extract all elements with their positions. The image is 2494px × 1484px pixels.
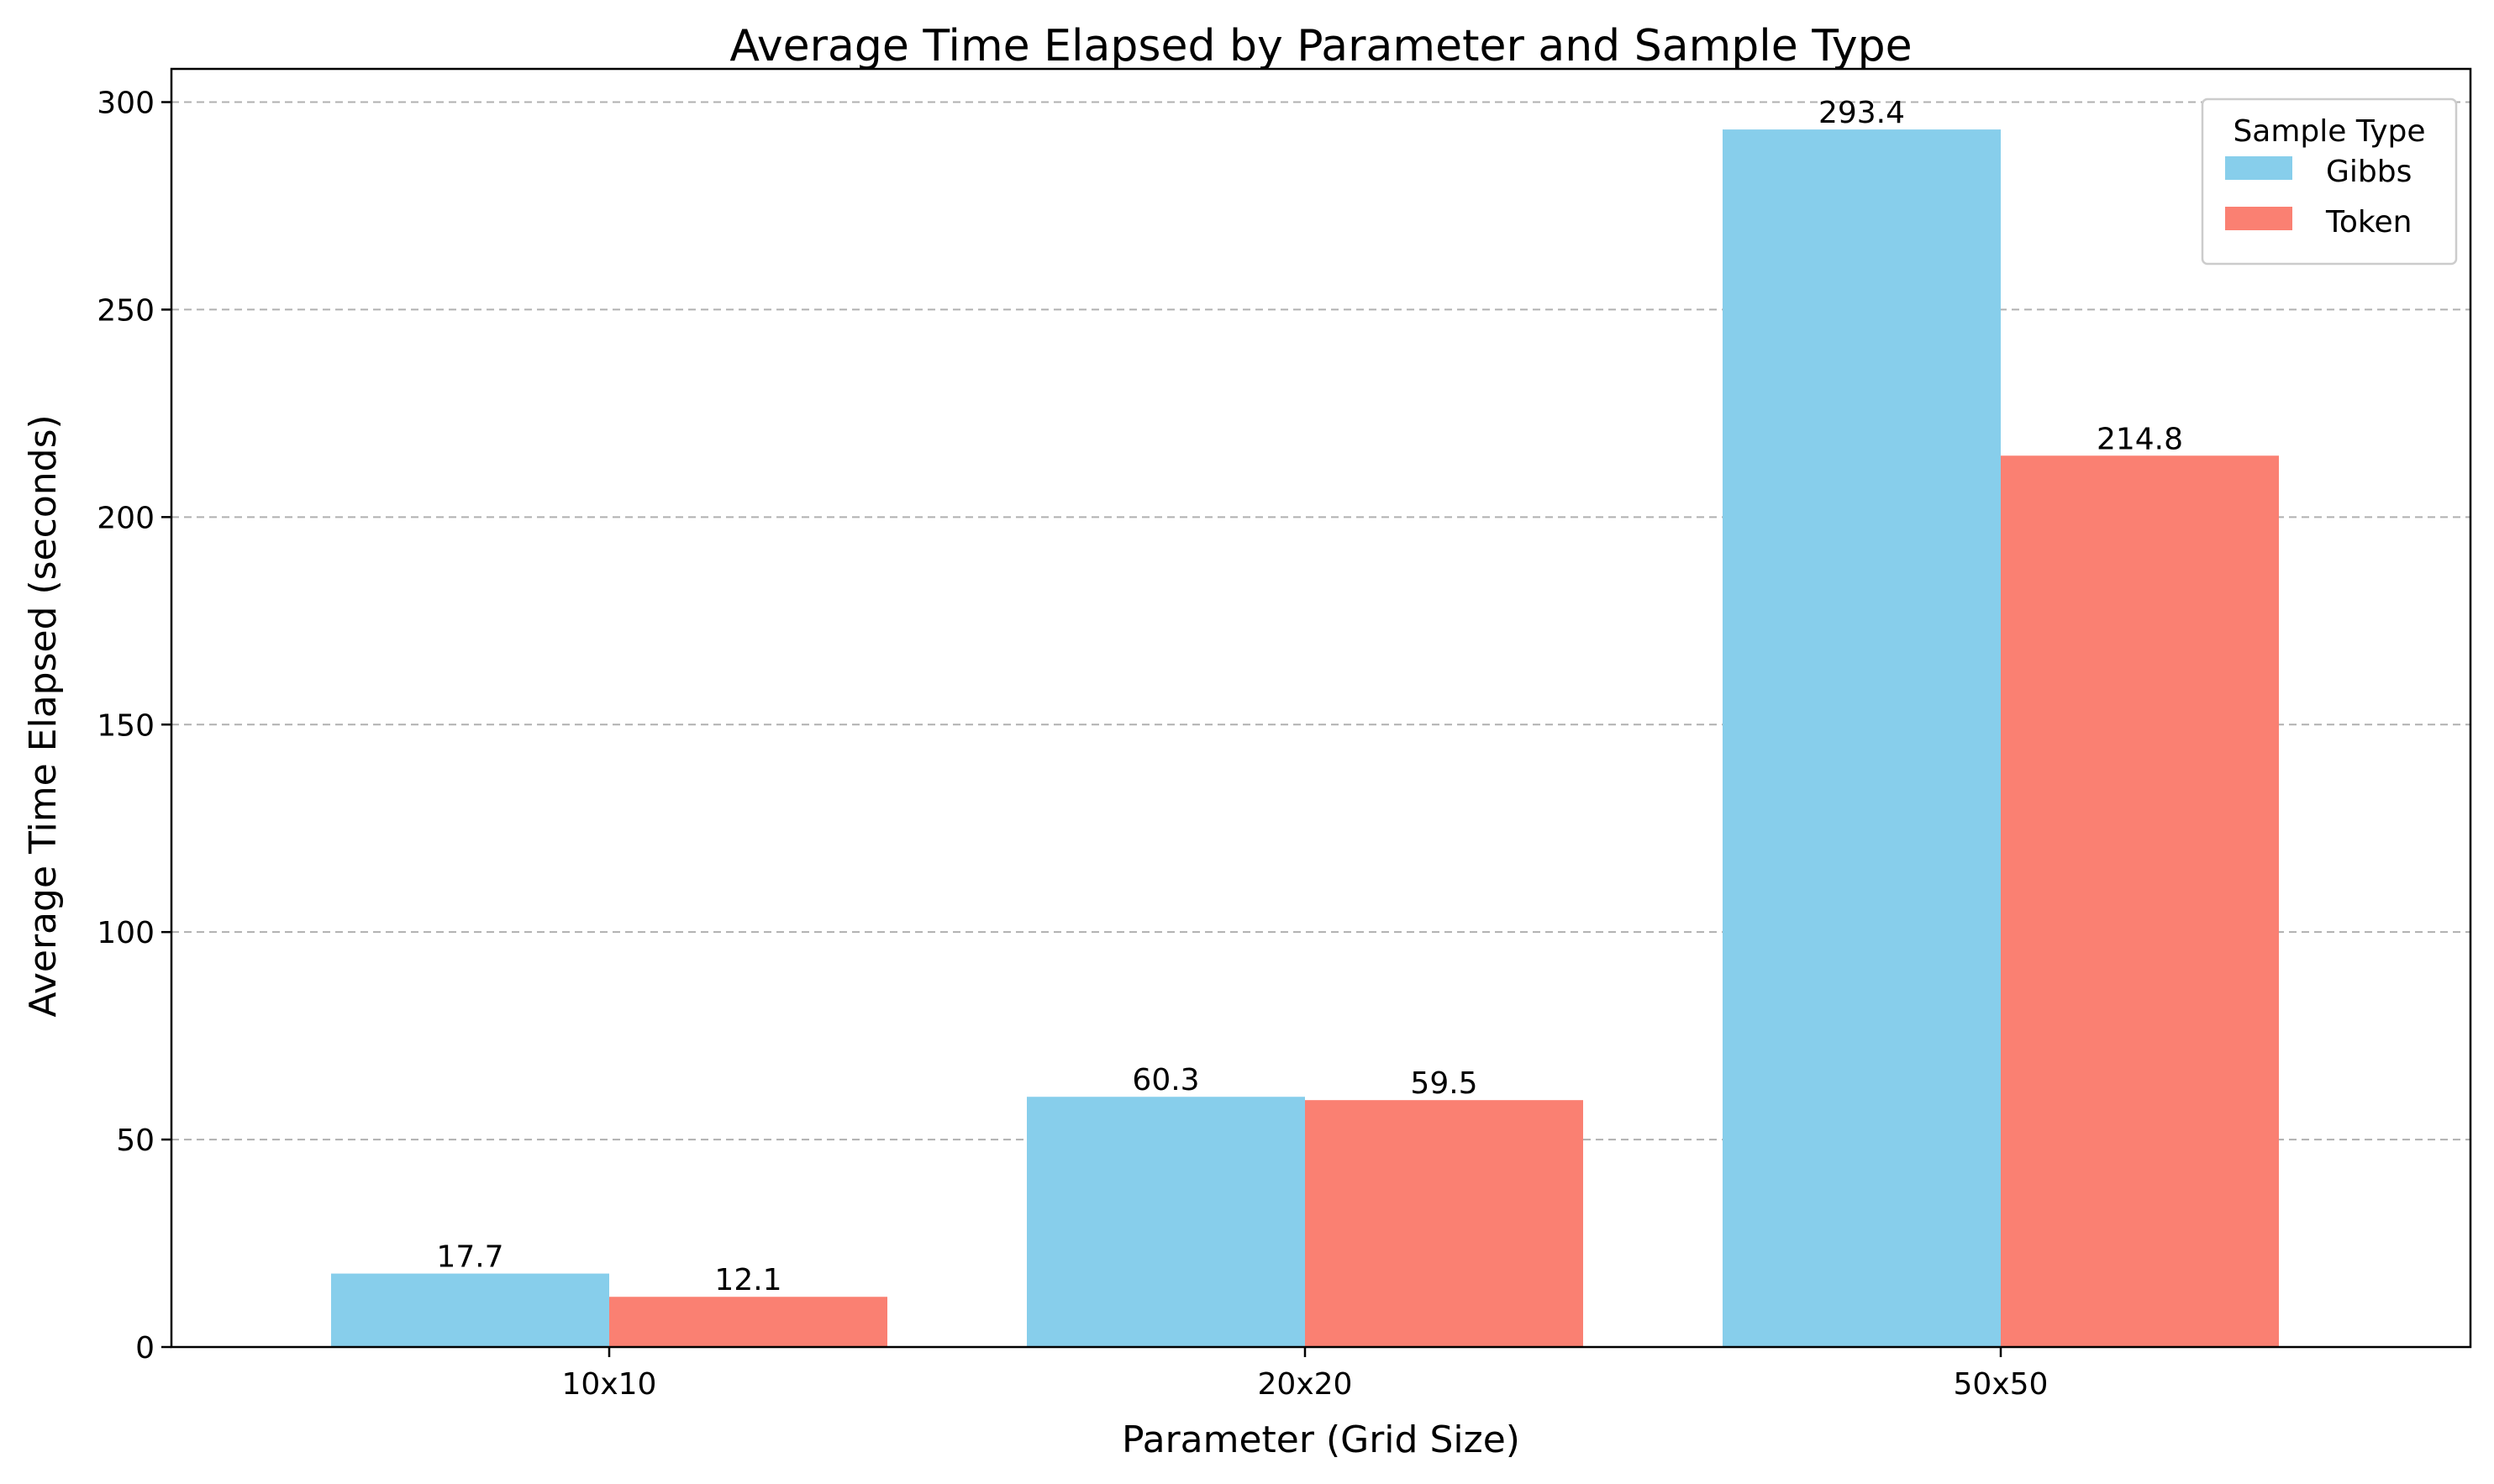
y-tick-label: 300 [97,87,155,121]
bar-value-label: 12.1 [714,1263,781,1297]
legend-swatch-gibbs [2225,156,2292,180]
legend-items: Gibbs Token [2225,155,2412,239]
y-tick-label: 150 [97,708,155,743]
y-tick-label: 100 [97,916,155,950]
y-tick-label: 250 [97,293,155,328]
legend-label-gibbs: Gibbs [2326,155,2412,189]
y-tick-label: 200 [97,501,155,535]
y-axis-label: Average Time Elapsed (seconds) [22,414,65,1017]
x-axis-ticks: 10x10 20x20 50x50 [562,1347,2049,1402]
legend-swatch-token [2225,207,2292,230]
bar-value-label: 214.8 [2097,422,2183,456]
legend: Sample Type Gibbs Token [2201,97,2458,266]
bar-token-50x50 [2001,455,2279,1347]
y-axis-ticks: 0 50 100 150 200 250 300 [97,87,171,1366]
x-tick-label: 50x50 [1954,1367,2049,1402]
bars [331,129,2279,1347]
bar-gibbs-10x10 [331,1273,609,1347]
y-gridlines [171,101,2470,1348]
x-tick-label: 10x10 [562,1367,657,1402]
bar-token-20x20 [1305,1100,1583,1347]
bar-gibbs-50x50 [1723,129,2001,1347]
bar-value-label: 17.7 [436,1240,503,1275]
bar-value-label: 60.3 [1132,1063,1199,1097]
x-tick-label: 20x20 [1258,1367,1353,1402]
bar-value-label: 59.5 [1410,1066,1477,1101]
chart-title: Average Time Elapsed by Parameter and Sa… [729,21,1912,71]
bar-value-labels: 17.7 12.1 60.3 59.5 293.4 214.8 [436,96,2183,1297]
legend-label-token: Token [2325,205,2412,239]
y-tick-label: 50 [116,1124,155,1158]
legend-title: Sample Type [2233,114,2425,149]
bar-value-label: 293.4 [1818,96,1905,130]
bar-token-10x10 [609,1297,887,1347]
x-axis-label: Parameter (Grid Size) [1122,1418,1520,1461]
plot-area-frame [170,67,2472,1349]
y-tick-label: 0 [135,1331,155,1366]
bar-gibbs-20x20 [1027,1097,1305,1347]
